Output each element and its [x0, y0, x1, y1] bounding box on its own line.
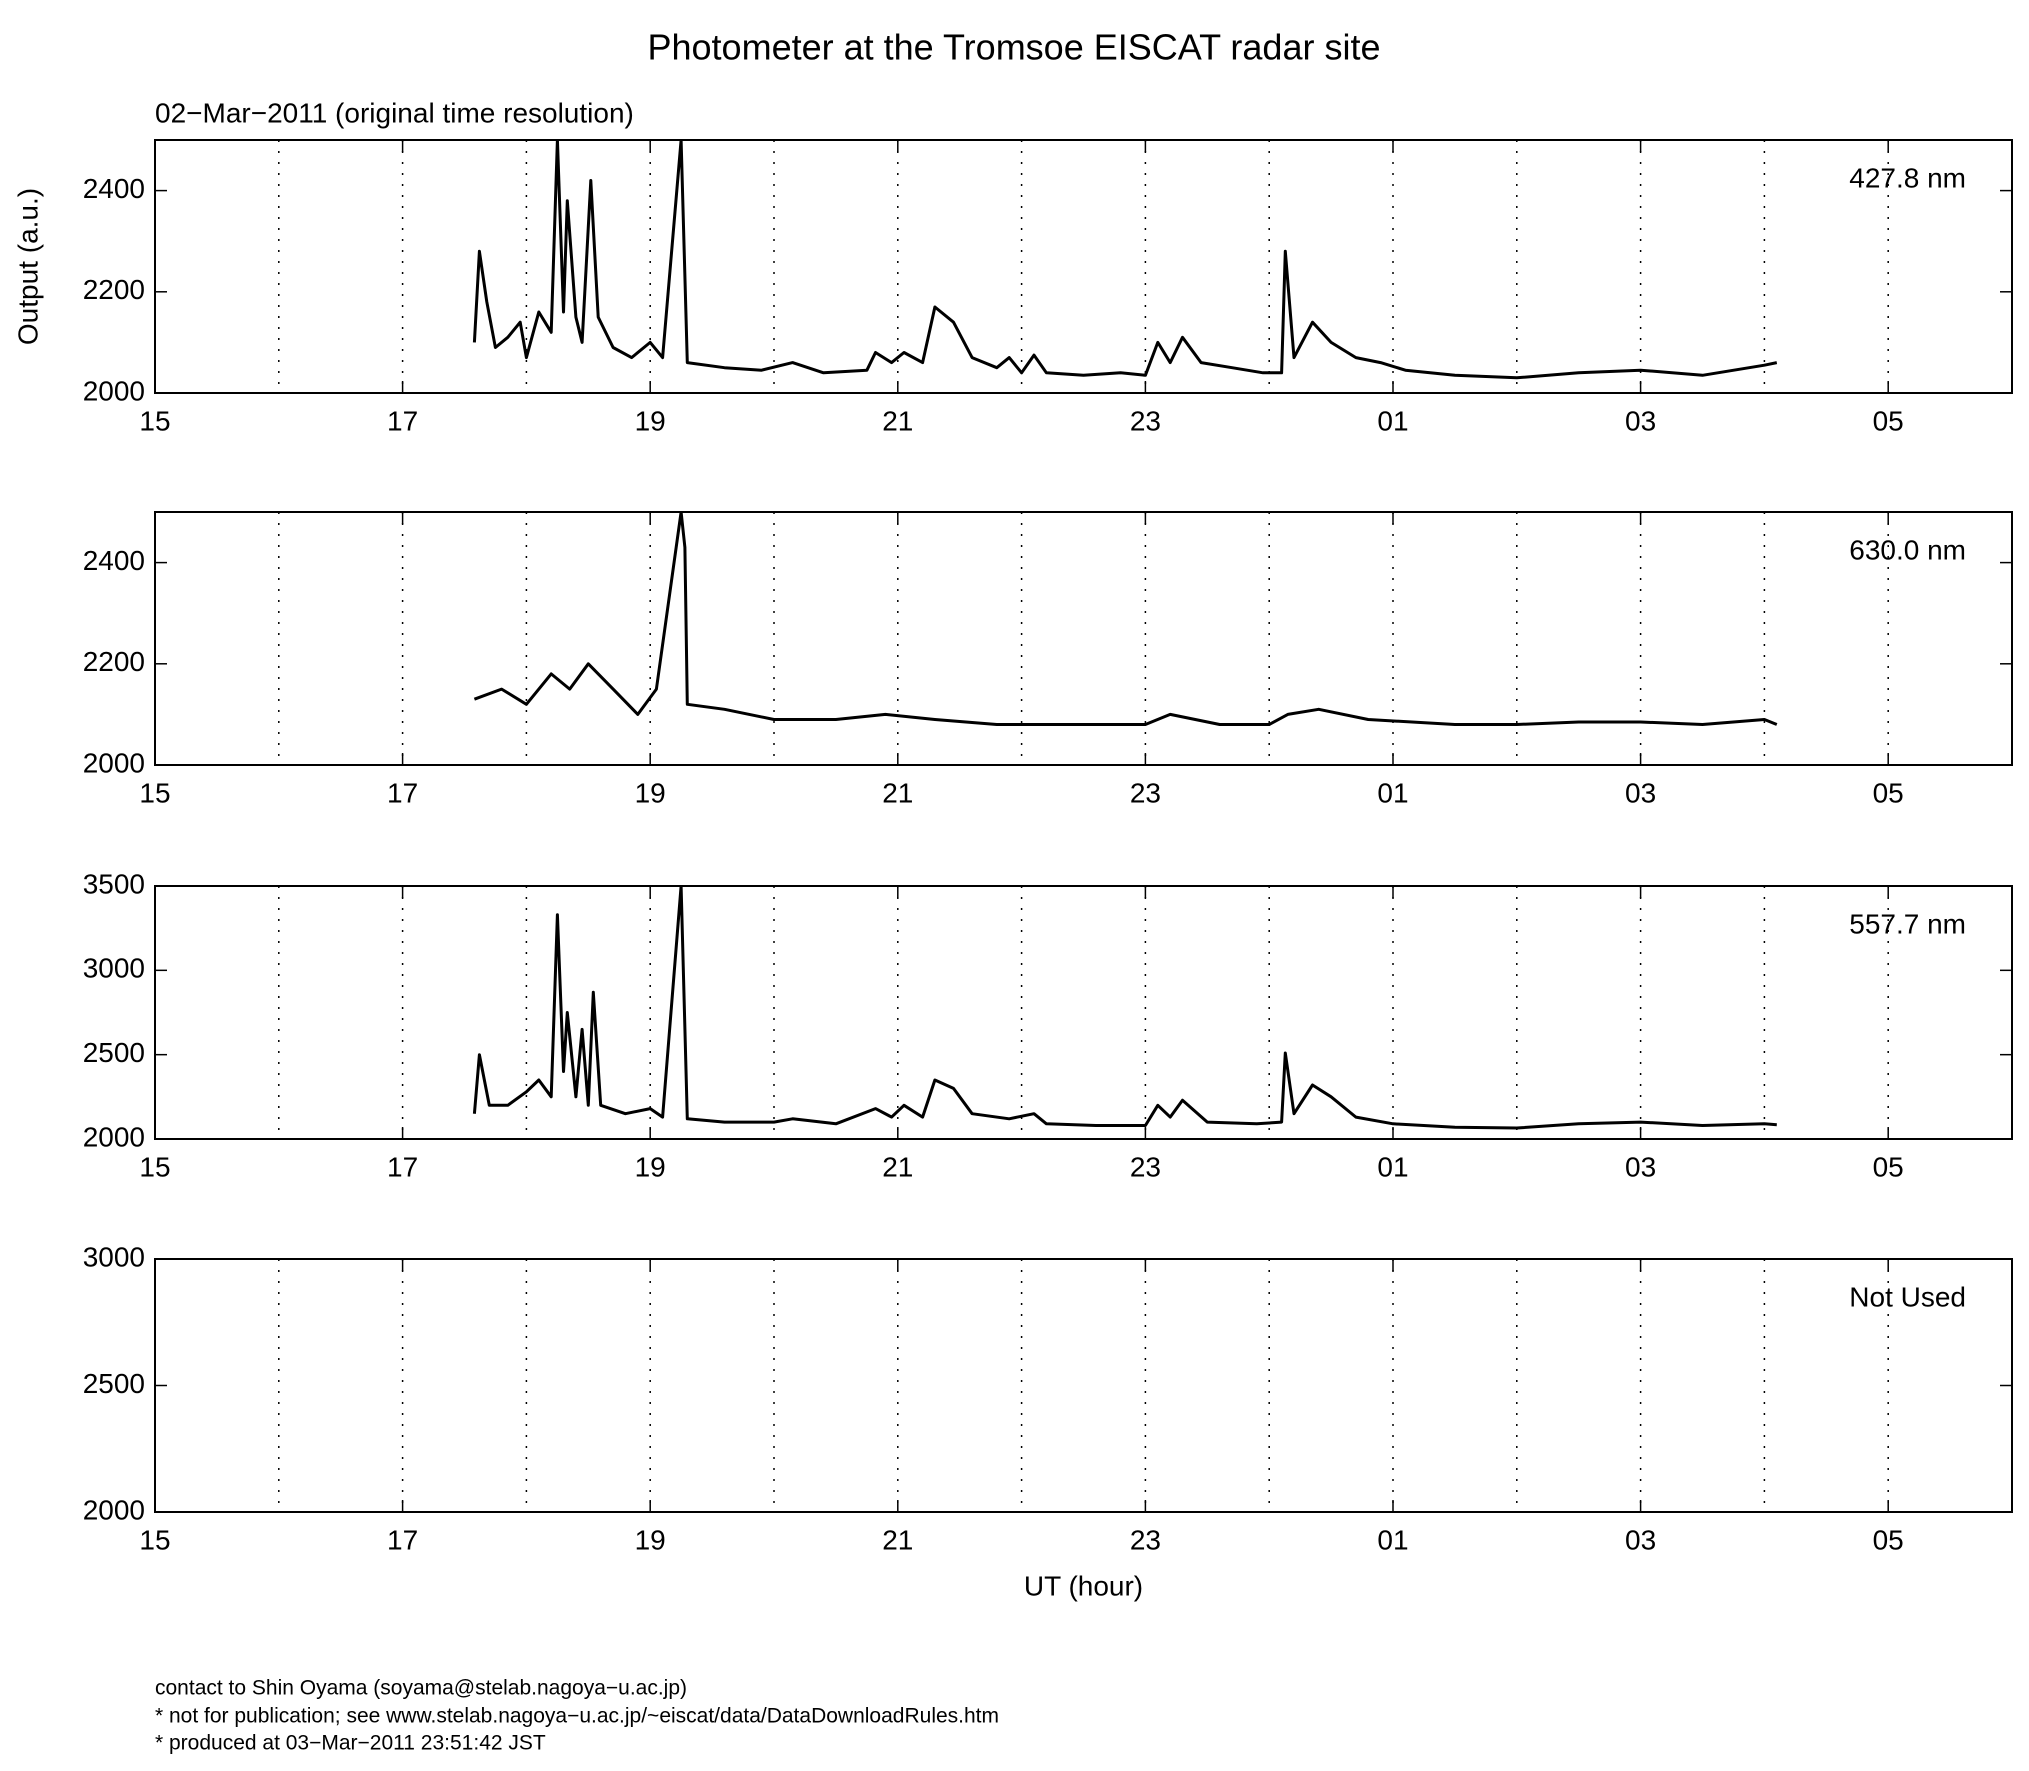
axes-box: [154, 1258, 2013, 1513]
x-tick-label: 19: [635, 1524, 666, 1555]
y-tick-label: 3000: [83, 1241, 145, 1272]
x-tick-label: 15: [139, 405, 170, 436]
x-tick-label: 15: [139, 1151, 170, 1182]
footer-line: * produced at 03−Mar−2011 23:51:42 JST: [155, 1732, 546, 1755]
panel-label: 630.0 nm: [1849, 534, 1966, 565]
y-tick-label: 2500: [83, 1037, 145, 1068]
y-tick-label: 2400: [83, 545, 145, 576]
x-tick-label: 05: [1873, 777, 1904, 808]
x-tick-label: 01: [1377, 1524, 1408, 1555]
x-tick-label: 03: [1625, 405, 1656, 436]
x-tick-label: 05: [1873, 1524, 1904, 1555]
x-tick-label: 23: [1130, 777, 1161, 808]
x-tick-label: 19: [635, 777, 666, 808]
x-tick-label: 01: [1377, 777, 1408, 808]
panel-label: Not Used: [1849, 1281, 1966, 1312]
line-series: [473, 512, 1778, 726]
y-tick-label: 2000: [83, 747, 145, 778]
x-tick-label: 03: [1625, 1151, 1656, 1182]
x-tick-label: 23: [1130, 405, 1161, 436]
y-tick-label: 3500: [83, 868, 145, 899]
x-tick-label: 05: [1873, 1151, 1904, 1182]
figure-title: Photometer at the Tromsoe EISCAT radar s…: [648, 27, 1381, 68]
x-tick-label: 05: [1873, 405, 1904, 436]
x-tick-label: 17: [387, 405, 418, 436]
line-series: [472, 140, 1778, 380]
y-tick-label: 3000: [83, 953, 145, 984]
line-series: [472, 886, 1777, 1130]
x-tick-label: 23: [1130, 1524, 1161, 1555]
footer-line: * not for publication; see www.stelab.na…: [155, 1705, 999, 1728]
x-tick-label: 01: [1377, 405, 1408, 436]
y-tick-label: 2500: [83, 1368, 145, 1399]
x-tick-label: 03: [1625, 777, 1656, 808]
x-tick-label: 01: [1377, 1151, 1408, 1182]
y-tick-label: 2200: [83, 274, 145, 305]
x-tick-label: 21: [882, 1151, 913, 1182]
y-axis-label: Output (a.u.): [12, 188, 43, 345]
x-tick-label: 17: [387, 1524, 418, 1555]
x-tick-label: 17: [387, 777, 418, 808]
x-tick-label: 21: [882, 1524, 913, 1555]
x-tick-label: 17: [387, 1151, 418, 1182]
x-tick-label: 19: [635, 405, 666, 436]
y-tick-label: 2000: [83, 1494, 145, 1525]
axes-box: [154, 511, 2013, 766]
subtitle: 02−Mar−2011 (original time resolution): [155, 97, 634, 128]
axes-box: [154, 885, 2013, 1140]
y-tick-label: 2400: [83, 173, 145, 204]
x-tick-label: 19: [635, 1151, 666, 1182]
x-axis-label: UT (hour): [1024, 1570, 1143, 1601]
x-tick-label: 21: [882, 405, 913, 436]
x-tick-label: 15: [139, 777, 170, 808]
panel-label: 427.8 nm: [1849, 162, 1966, 193]
x-tick-label: 03: [1625, 1524, 1656, 1555]
y-tick-label: 2000: [83, 375, 145, 406]
footer-line: contact to Shin Oyama (soyama@stelab.nag…: [155, 1677, 687, 1700]
y-tick-label: 2000: [83, 1121, 145, 1152]
axes-box: [154, 139, 2013, 394]
y-tick-label: 2200: [83, 646, 145, 677]
x-tick-label: 21: [882, 777, 913, 808]
x-tick-label: 15: [139, 1524, 170, 1555]
panel-label: 557.7 nm: [1849, 908, 1966, 939]
x-tick-label: 23: [1130, 1151, 1161, 1182]
